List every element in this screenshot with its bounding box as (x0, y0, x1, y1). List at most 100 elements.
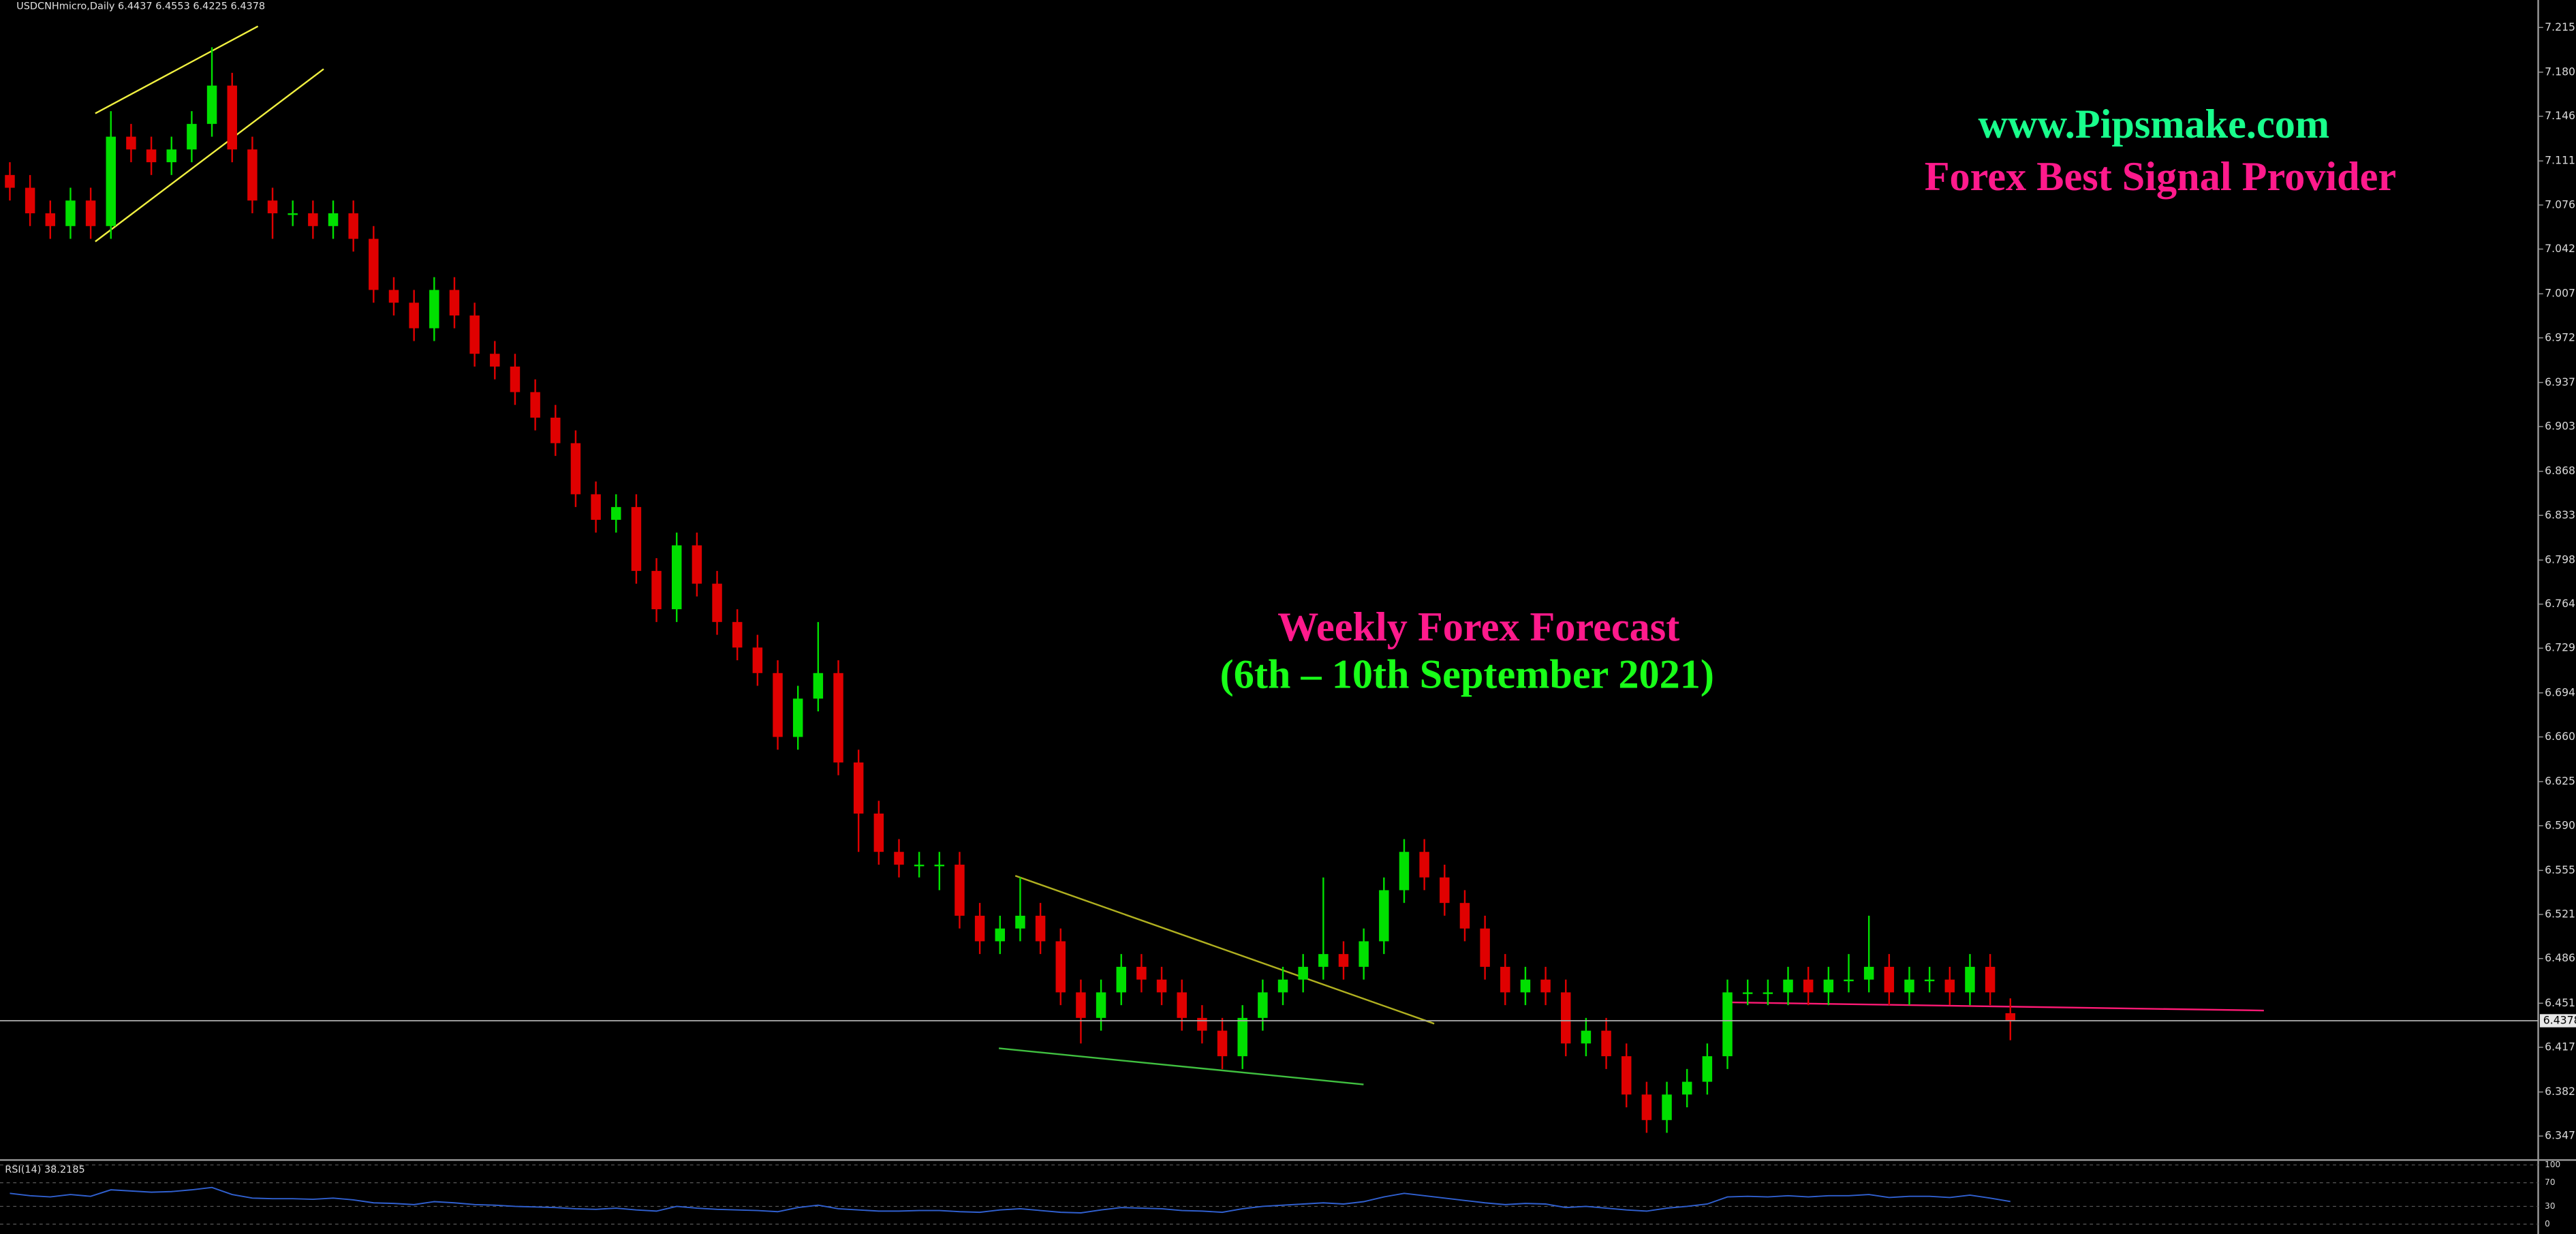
candle-body (1197, 1017, 1207, 1031)
support-line (1724, 1001, 2264, 1012)
candle-body (1379, 890, 1389, 942)
y-tick-label: 7.0765 (2545, 198, 2576, 211)
rsi-line (10, 1186, 2011, 1214)
trend-line (95, 68, 324, 243)
candle-body (1924, 979, 1935, 982)
candle-body (126, 136, 136, 150)
candle-body (388, 290, 399, 303)
candle-body (1863, 966, 1874, 980)
candle-body (955, 864, 965, 916)
y-tick-label: 6.3820 (2545, 1085, 2576, 1098)
candle-body (1662, 1094, 1672, 1120)
rsi-tick-label: 100 (2545, 1160, 2560, 1169)
candle-body (591, 494, 601, 520)
y-tick-label: 6.7295 (2545, 641, 2576, 654)
candle-body (328, 213, 339, 226)
y-tick-label: 7.2155 (2545, 20, 2576, 33)
candle-body (550, 417, 561, 444)
y-tick-label: 6.6600 (2545, 730, 2576, 743)
y-tick-label: 6.9030 (2545, 420, 2576, 433)
candle-body (1540, 979, 1551, 993)
y-tick-label: 6.4515 (2545, 996, 2576, 1009)
candle-body (469, 315, 480, 354)
candle-body (348, 213, 358, 239)
y-tick-label: 6.6250 (2545, 775, 2576, 788)
trend-line (1014, 875, 1435, 1025)
y-tick-label: 6.4865 (2545, 951, 2576, 964)
candle-body (1803, 979, 1814, 993)
candle-body (974, 915, 985, 942)
rsi-tick-label: 0 (2545, 1219, 2550, 1229)
candle-body (894, 852, 904, 865)
candle-body (1823, 979, 1834, 993)
candle-body (1561, 992, 1571, 1044)
candle-body (429, 290, 439, 328)
y-tick-label: 6.9725 (2545, 330, 2576, 343)
candle-body (1601, 1030, 1611, 1057)
y-tick-label: 6.5905 (2545, 818, 2576, 831)
candle-body (1702, 1056, 1713, 1082)
candle-body (1844, 979, 1854, 982)
forecast-title: Weekly Forex Forecast (1277, 604, 1679, 650)
candle-body (1884, 966, 1895, 993)
candle-body (732, 621, 743, 648)
candle-body (166, 149, 176, 163)
candle-body (873, 813, 884, 852)
candle-body (1116, 966, 1126, 993)
y-tick-label: 6.5210 (2545, 908, 2576, 921)
candle-body (1015, 915, 1025, 929)
trend-line (95, 25, 259, 114)
candle-body (1096, 992, 1106, 1018)
candle-body (247, 149, 258, 201)
y-tick-label: 6.8680 (2545, 464, 2576, 477)
candle-body (1217, 1030, 1228, 1057)
candle-body (490, 354, 500, 367)
candle-body (631, 507, 642, 571)
candle-body (369, 238, 379, 290)
candle-body (1136, 966, 1147, 980)
candle-body (712, 583, 722, 622)
candle-body (1944, 979, 1955, 993)
candle-body (227, 85, 237, 150)
trend-line (998, 1047, 1364, 1085)
candle-body (146, 149, 157, 163)
y-tick-label: 6.7640 (2545, 597, 2576, 610)
y-tick-label: 6.6945 (2545, 685, 2576, 698)
candle-body (813, 673, 824, 699)
rsi-tick-label: 30 (2545, 1201, 2555, 1211)
candle-body (1359, 941, 1369, 967)
candle-body (833, 673, 843, 763)
candle-body (106, 136, 117, 226)
candle-body (1076, 992, 1086, 1018)
y-tick-label: 6.9375 (2545, 375, 2576, 388)
candle-body (651, 570, 662, 610)
y-tick-label: 7.1110 (2545, 154, 2576, 167)
candle-body (773, 673, 783, 737)
candle-body (1763, 992, 1773, 994)
candle-body (85, 200, 96, 226)
candle-body (530, 392, 540, 418)
candle-body (1459, 903, 1470, 929)
candle-body (1904, 979, 1914, 993)
tagline: Forex Best Signal Provider (1925, 154, 2396, 200)
candle-body (1298, 966, 1308, 980)
candle-body (1722, 992, 1733, 1057)
candle-body (288, 213, 298, 215)
candle-body (1318, 954, 1329, 967)
candle-body (1055, 941, 1066, 993)
candle-body (1035, 915, 1046, 942)
candle-body (1965, 966, 1975, 993)
y-tick-label: 7.1460 (2545, 109, 2576, 122)
candle-body (1440, 877, 1450, 904)
candle-body (2005, 1013, 2016, 1021)
candle-body (692, 545, 702, 584)
rsi-tick-label: 70 (2545, 1177, 2555, 1187)
y-tick-label: 7.1805 (2545, 65, 2576, 78)
candle-body (1985, 966, 1996, 993)
candle-body (1277, 979, 1288, 993)
candle-body (1480, 928, 1490, 967)
